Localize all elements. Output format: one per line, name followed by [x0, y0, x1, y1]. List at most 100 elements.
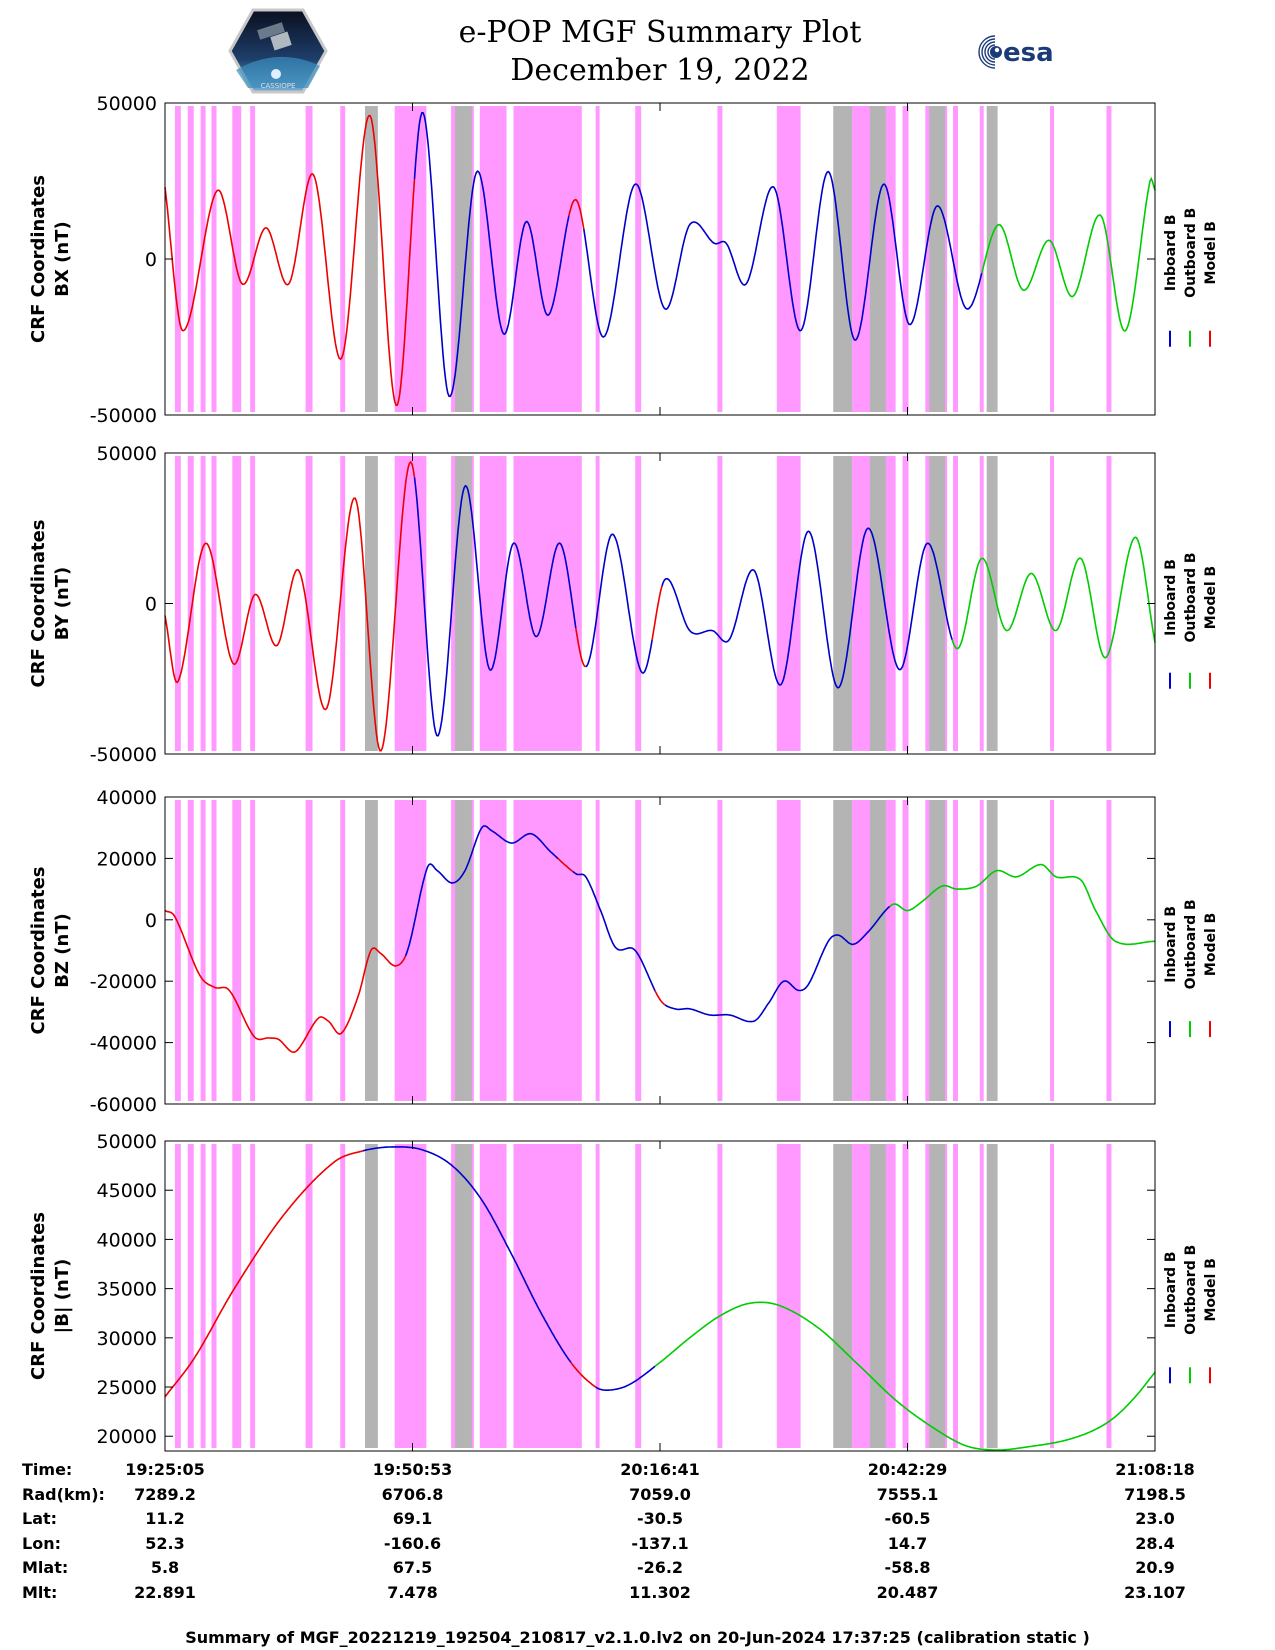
y-tick-label: 30000: [97, 1328, 157, 1350]
series-line-inboard: [572, 870, 656, 992]
y-tick-label: 20000: [97, 1426, 157, 1448]
panel-bx: -50000 0 50000 CRF Coordinates BX (nT) Inboar…: [28, 93, 1219, 427]
info-value-lat: -60.5: [884, 1509, 931, 1528]
plot-frame: [164, 1140, 1156, 1452]
gray-band: [929, 800, 946, 1101]
y-tick-label: -50000: [90, 744, 157, 766]
gray-band: [833, 456, 853, 751]
magenta-band: [513, 1144, 582, 1448]
plot-frame: [164, 452, 1156, 755]
magenta-band: [595, 456, 600, 751]
info-value-time: 19:50:53: [372, 1460, 453, 1479]
info-row-lon: Lon: 52.3 -160.6 -137.1 14.7 28.4: [22, 1534, 1242, 1559]
series-line-inboard: [661, 527, 953, 689]
y-tick-label: 50000: [97, 1131, 157, 1153]
y-tick-label: 35000: [97, 1279, 157, 1301]
y-axis-title: CRF Coordinates: [28, 867, 49, 1035]
info-value-mlt: 20.487: [876, 1582, 939, 1602]
magenta-band: [513, 456, 582, 751]
magenta-band: [200, 800, 206, 1101]
info-row-label: Lat:: [22, 1509, 58, 1528]
legend-label-outboard: Outboard B: [1183, 1245, 1199, 1335]
magenta-band: [1106, 1144, 1112, 1448]
magenta-band: [174, 1144, 181, 1448]
magenta-band: [953, 106, 958, 412]
legend-label-model: Model B: [1203, 221, 1219, 284]
magenta-band: [211, 1144, 217, 1448]
series-line-model: [557, 857, 574, 873]
series-line-inboard: [664, 905, 891, 1023]
magenta-band: [1050, 456, 1055, 751]
magenta-band: [776, 456, 801, 751]
info-value-lat: -30.5: [636, 1509, 684, 1528]
info-row-label: Rad(km):: [22, 1484, 105, 1504]
legend: Inboard B Outboard B Model B: [1163, 552, 1219, 689]
magenta-band: [979, 106, 984, 412]
magenta-band: [953, 456, 958, 751]
info-row-time: Time: 19:25:05 19:50:53 20:16:41 20:42:29 21:…: [22, 1460, 1242, 1485]
info-row-label: Mlt:: [22, 1582, 58, 1602]
magenta-band: [1050, 106, 1055, 412]
magenta-band: [305, 106, 313, 412]
legend-label-inboard: Inboard B: [1163, 214, 1179, 291]
y-tick-label: 45000: [97, 1180, 157, 1202]
info-value-lon: 28.4: [1135, 1533, 1175, 1553]
y-tick-label: 25000: [97, 1377, 157, 1399]
magenta-band: [1106, 800, 1112, 1101]
magenta-band: [187, 456, 194, 751]
magenta-band: [1050, 800, 1055, 1101]
magenta-band: [479, 1144, 507, 1448]
series-line-model: [575, 627, 587, 668]
series-line-model: [651, 585, 663, 641]
legend-label-model: Model B: [1203, 1258, 1219, 1321]
info-value-mlat: 20.9: [1135, 1558, 1175, 1577]
y-axis-title: CRF Coordinates: [28, 520, 49, 688]
info-row-lat: Lat: 11.2 69.1 -30.5 -60.5 23.0: [22, 1509, 1242, 1534]
legend-label-inboard: Inboard B: [1163, 1251, 1179, 1328]
magenta-band: [953, 1144, 958, 1448]
magenta-band: [635, 1144, 642, 1448]
info-row-label: Mlat:: [22, 1558, 69, 1577]
magenta-band: [513, 800, 582, 1101]
magenta-band: [211, 106, 217, 412]
title-line-2: December 19, 2022: [510, 53, 810, 88]
gray-band: [455, 456, 472, 751]
magenta-band: [305, 456, 313, 751]
info-value-mlat: 5.8: [150, 1558, 180, 1577]
y-tick-label: 50000: [97, 443, 157, 465]
magenta-band: [250, 1144, 256, 1448]
panel-bz: -60000 -40000 -20000 0 20000 40000 CRF Coordin…: [28, 787, 1219, 1116]
info-value-rad: 7059.0: [629, 1484, 691, 1504]
gray-band: [929, 106, 946, 412]
legend-label-model: Model B: [1203, 566, 1219, 629]
legend-label-inboard: Inboard B: [1163, 559, 1179, 636]
info-value-mlt: 7.478: [387, 1582, 438, 1602]
series-line-model: [568, 198, 585, 230]
info-value-time: 20:16:41: [620, 1460, 700, 1479]
y-tick-label: 50000: [97, 93, 157, 115]
gray-band: [869, 106, 886, 412]
gray-band: [986, 456, 998, 751]
magenta-band: [595, 1144, 600, 1448]
magenta-band: [902, 106, 909, 412]
series-line-model: [164, 460, 416, 752]
gray-band: [455, 1144, 472, 1448]
magenta-band: [595, 106, 600, 412]
magenta-band: [717, 106, 723, 412]
gray-band: [455, 106, 472, 412]
info-value-lat: 69.1: [392, 1509, 433, 1528]
legend-label-model: Model B: [1203, 913, 1219, 976]
series-line-outboard: [654, 1301, 1156, 1451]
y-axis-title: CRF Coordinates: [28, 175, 49, 343]
esa-logo: esa: [978, 35, 1054, 69]
series-line-model: [164, 1150, 364, 1398]
info-value-lat: 23.0: [1135, 1509, 1175, 1528]
magenta-band: [953, 800, 958, 1101]
cassiope-logo-text: CASSIOPE: [261, 82, 296, 90]
gray-band: [833, 800, 853, 1101]
magenta-band: [1106, 456, 1112, 751]
magenta-band: [394, 800, 427, 1101]
magenta-band: [200, 106, 206, 412]
info-value-time: 20:42:29: [867, 1460, 948, 1479]
info-value-mlt: 23.107: [1124, 1582, 1186, 1602]
